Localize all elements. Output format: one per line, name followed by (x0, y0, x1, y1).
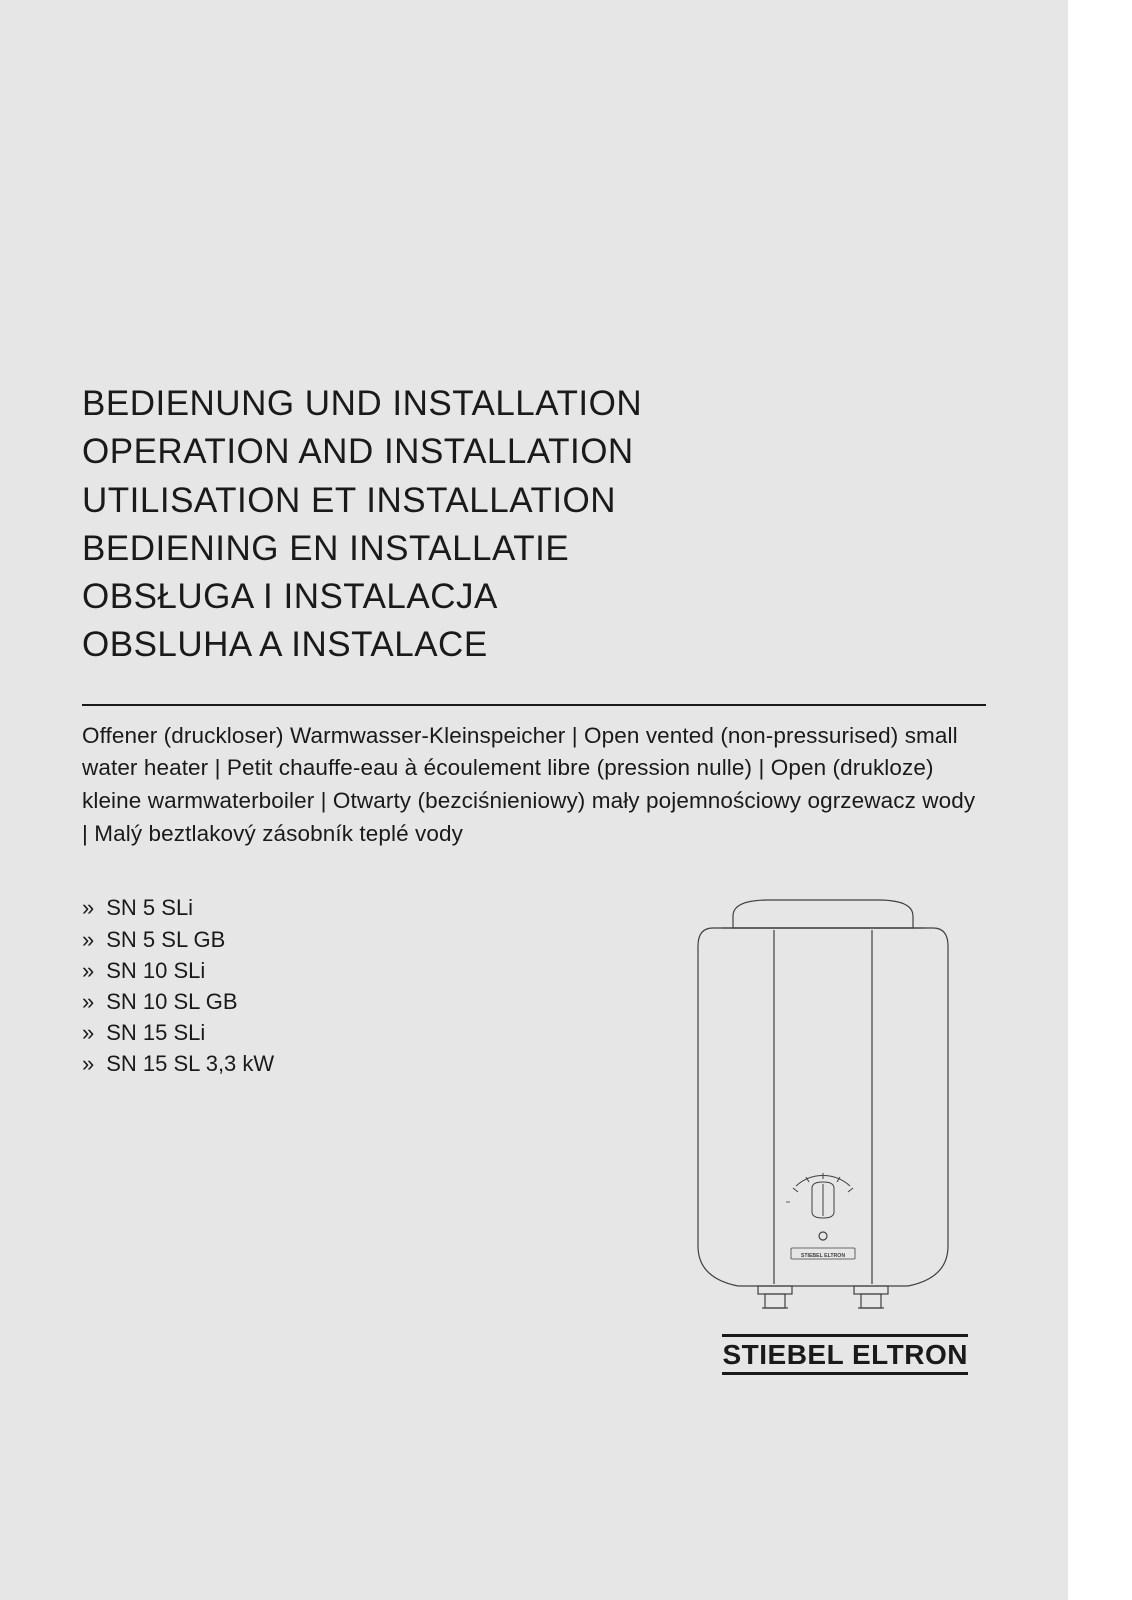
list-item: SN 10 SL GB (82, 986, 274, 1017)
title-line-en: OPERATION AND INSTALLATION (82, 428, 986, 476)
product-illustration: STIEBEL ELTRON (678, 886, 968, 1321)
list-item: SN 10 SLi (82, 955, 274, 986)
water-heater-icon: STIEBEL ELTRON (678, 886, 968, 1316)
title-line-cs: OBSLUHA A INSTALACE (82, 621, 986, 669)
list-item: SN 15 SL 3,3 kW (82, 1048, 274, 1079)
list-item: SN 5 SL GB (82, 924, 274, 955)
list-item: SN 15 SLi (82, 1017, 274, 1048)
model-list: SN 5 SLi SN 5 SL GB SN 10 SLi SN 10 SL G… (82, 892, 274, 1079)
product-subtitle: Offener (druckloser) Warmwasser-Kleinspe… (82, 720, 986, 851)
product-brand-plate: STIEBEL ELTRON (801, 1253, 845, 1259)
title-line-de: BEDIENUNG UND INSTALLATION (82, 380, 986, 428)
right-margin-strip (1068, 0, 1132, 1600)
title-line-nl: BEDIENING EN INSTALLATIE (82, 525, 986, 573)
brand-logo: STIEBEL ELTRON (722, 1334, 968, 1375)
title-line-fr: UTILISATION ET INSTALLATION (82, 477, 986, 525)
list-item: SN 5 SLi (82, 892, 274, 923)
content-row: SN 5 SLi SN 5 SL GB SN 10 SLi SN 10 SL G… (82, 892, 986, 1321)
title-block: BEDIENUNG UND INSTALLATION OPERATION AND… (82, 380, 986, 670)
document-page: BEDIENUNG UND INSTALLATION OPERATION AND… (0, 0, 1068, 1600)
title-line-pl: OBSŁUGA I INSTALACJA (82, 573, 986, 621)
section-divider (82, 704, 986, 706)
